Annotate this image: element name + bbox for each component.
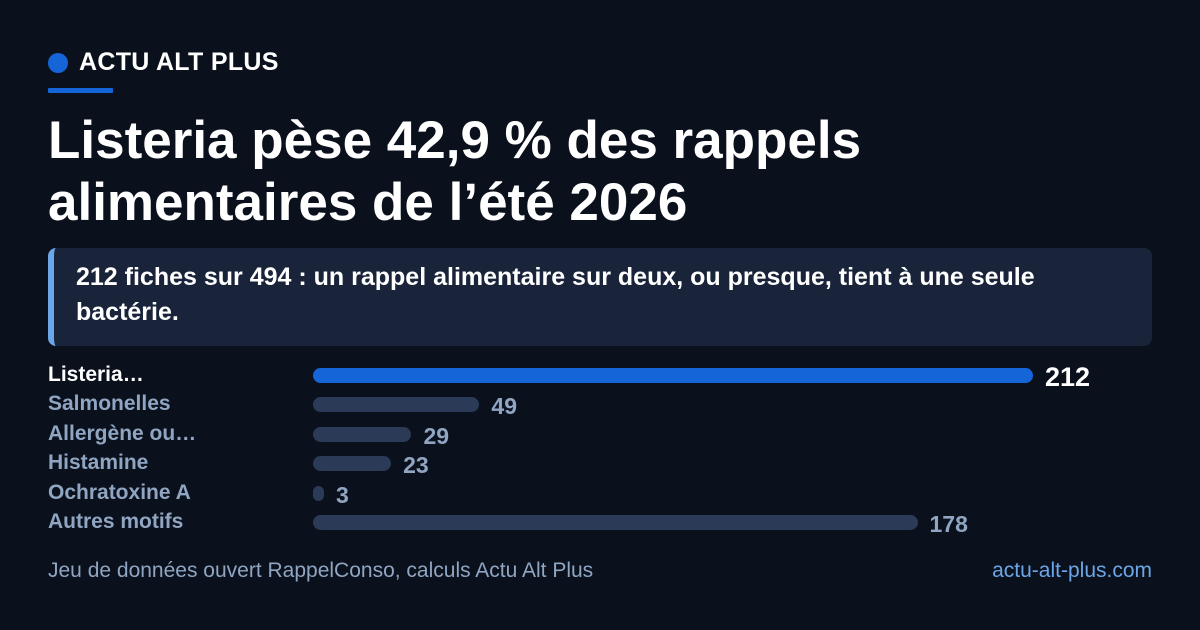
bar-label: Salmonelles [48, 392, 171, 415]
bar [313, 368, 1033, 383]
bar-row: Autres motifs 178 [0, 509, 1200, 538]
bar-value: 29 [423, 423, 450, 449]
bar-value: 3 [336, 482, 349, 508]
summary-text: 212 fiches sur 494 : un rappel alimentai… [76, 263, 1035, 326]
footer-site-link[interactable]: actu-alt-plus.com [992, 559, 1152, 582]
summary-callout: 212 fiches sur 494 : un rappel alimentai… [48, 248, 1152, 346]
bar-value: 23 [403, 452, 429, 478]
bar-value: 49 [491, 393, 517, 419]
bar [313, 456, 392, 471]
bar-row: Ochratoxine A 3 [0, 480, 1200, 509]
bar [313, 427, 412, 442]
bar-label: Allergène ou… [48, 422, 197, 445]
brand-name: ACTU ALT PLUS [79, 48, 279, 76]
bar-row: Histamine 23 [0, 450, 1200, 479]
brand-dot-icon [48, 52, 68, 73]
bar-label: Ochratoxine A [48, 481, 191, 504]
bar [313, 486, 324, 501]
bar-row: Salmonelles 49 [0, 391, 1200, 420]
bar-label: Listeria… [48, 363, 144, 386]
bar-label: Histamine [48, 451, 149, 474]
footer-source: Jeu de données ouvert RappelConso, calcu… [48, 559, 594, 582]
brand: ACTU ALT PLUS [48, 48, 279, 77]
bar [313, 515, 918, 530]
bar-chart: Listeria… 212 Salmonelles 49 Allergène ou… 29… [0, 362, 1200, 542]
bar-row: Listeria… 212 [0, 362, 1200, 392]
headline: Listeria pèse 42,9 % des rappels aliment… [48, 111, 862, 232]
bar-label: Autres motifs [48, 510, 184, 533]
bar-value: 178 [929, 511, 968, 537]
bar-row: Allergène ou… 29 [0, 421, 1200, 450]
bar-value: 212 [1045, 362, 1091, 392]
bar [313, 397, 480, 412]
brand-underline [48, 88, 113, 93]
